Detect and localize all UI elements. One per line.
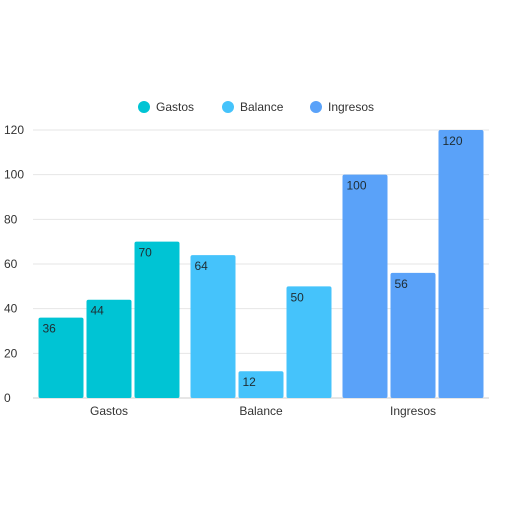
legend-marker-gastos bbox=[138, 101, 150, 113]
x-axis: Gastos Balance Ingresos bbox=[90, 404, 436, 418]
x-category-label-ingresos: Ingresos bbox=[390, 404, 436, 418]
legend-marker-ingresos bbox=[310, 101, 322, 113]
y-tick-label-120: 120 bbox=[4, 123, 24, 137]
bar-gastos-1 bbox=[38, 317, 84, 398]
y-tick-label-0: 0 bbox=[4, 391, 11, 405]
bar-ingresos-1 bbox=[342, 174, 388, 398]
data-label-balance-3: 50 bbox=[291, 290, 305, 304]
data-label-gastos-3: 70 bbox=[139, 246, 153, 260]
legend-label-balance: Balance bbox=[240, 100, 284, 114]
bar-gastos-3 bbox=[134, 241, 180, 398]
bar-gastos-2 bbox=[86, 299, 132, 398]
legend-label-gastos: Gastos bbox=[156, 100, 194, 114]
data-label-ingresos-3: 120 bbox=[443, 134, 463, 148]
y-tick-label-40: 40 bbox=[4, 302, 18, 316]
y-axis: 0 20 40 60 80 100 120 bbox=[4, 123, 24, 405]
bar-balance-3 bbox=[286, 286, 332, 398]
bar-balance-1 bbox=[190, 255, 236, 398]
y-tick-label-20: 20 bbox=[4, 346, 18, 360]
data-label-ingresos-1: 100 bbox=[347, 179, 367, 193]
legend-label-ingresos: Ingresos bbox=[328, 100, 374, 114]
data-label-balance-1: 64 bbox=[195, 259, 209, 273]
legend-marker-balance bbox=[222, 101, 234, 113]
y-tick-label-100: 100 bbox=[4, 168, 24, 182]
x-category-label-gastos: Gastos bbox=[90, 404, 128, 418]
bars: 36 44 70 64 12 50 100 56 120 bbox=[38, 130, 484, 398]
data-label-ingresos-2: 56 bbox=[395, 277, 409, 291]
data-label-gastos-2: 44 bbox=[91, 304, 105, 318]
y-tick-label-80: 80 bbox=[4, 212, 18, 226]
bar-ingresos-2 bbox=[390, 272, 436, 398]
y-tick-label-60: 60 bbox=[4, 257, 18, 271]
x-category-label-balance: Balance bbox=[239, 404, 283, 418]
data-label-balance-2: 12 bbox=[243, 375, 257, 389]
legend: Gastos Balance Ingresos bbox=[138, 100, 374, 114]
data-label-gastos-1: 36 bbox=[43, 322, 57, 336]
bar-balance-2 bbox=[238, 371, 284, 398]
bar-ingresos-3 bbox=[438, 130, 484, 398]
